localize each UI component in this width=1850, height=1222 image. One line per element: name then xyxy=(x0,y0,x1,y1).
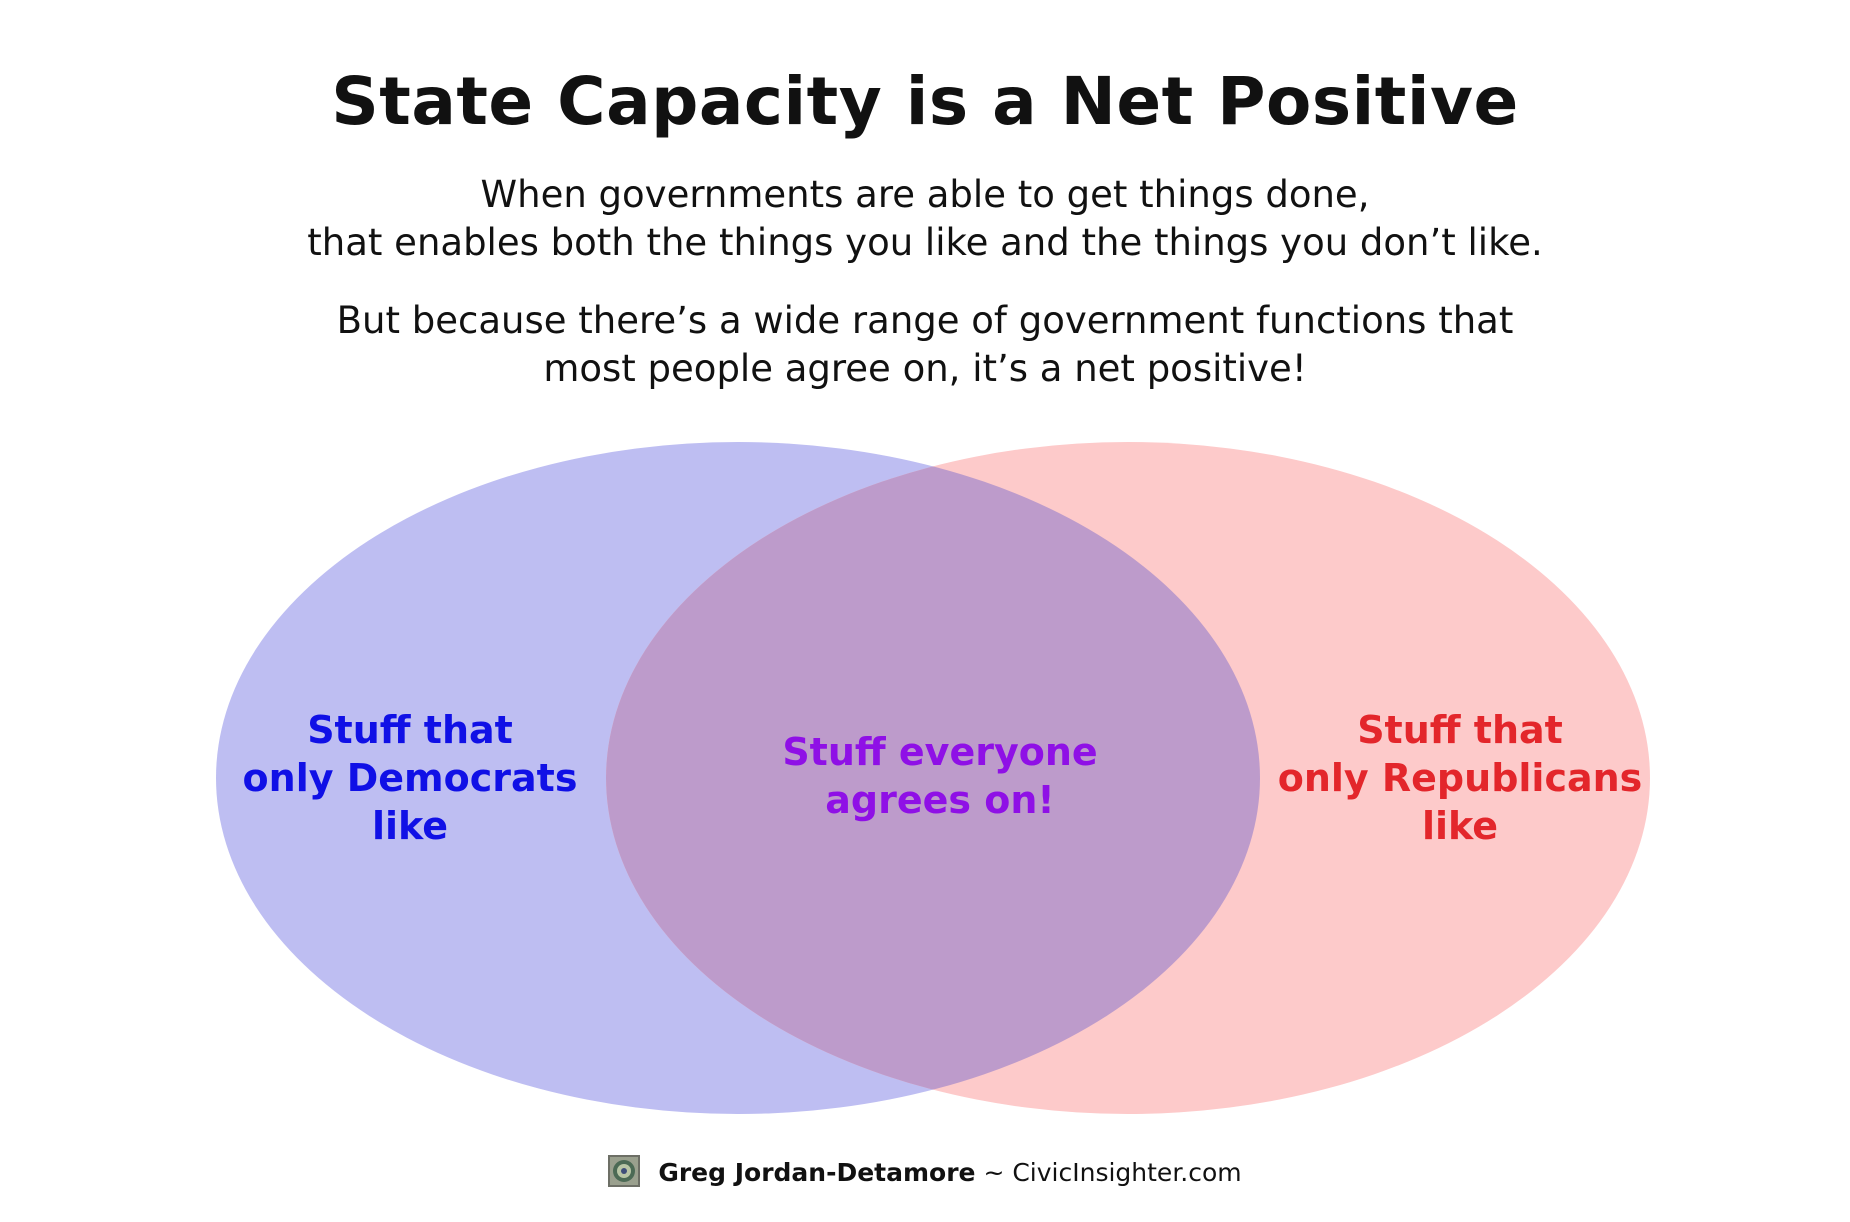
conclusion-paragraph: But because there’s a wide range of gove… xyxy=(0,297,1850,393)
site-link[interactable]: CivicInsighter.com xyxy=(1012,1158,1242,1187)
republicans-only-label: Stuff that only Republicans like xyxy=(1250,706,1670,850)
democrats-label-line-2: only Democrats xyxy=(242,756,578,800)
author-avatar-icon xyxy=(608,1155,641,1187)
democrats-only-label: Stuff that only Democrats like xyxy=(210,706,610,850)
intro-paragraph: When governments are able to get things … xyxy=(0,171,1850,267)
intro-line-1: When governments are able to get things … xyxy=(480,173,1370,216)
conclusion-line-1: But because there’s a wide range of gove… xyxy=(336,299,1514,342)
attribution-footer: Greg Jordan-Detamore ~ CivicInsighter.co… xyxy=(0,1155,1850,1191)
overlap-label-line-2: agrees on! xyxy=(825,778,1055,822)
everyone-agrees-label: Stuff everyone agrees on! xyxy=(740,728,1140,824)
overlap-label-line-1: Stuff everyone xyxy=(782,730,1098,774)
conclusion-line-2: most people agree on, it’s a net positiv… xyxy=(543,347,1307,390)
intro-line-2: that enables both the things you like an… xyxy=(307,221,1543,264)
republicans-label-line-1: Stuff that xyxy=(1357,708,1563,752)
author-name: Greg Jordan-Detamore xyxy=(658,1158,976,1187)
republicans-label-line-2: only Republicans xyxy=(1277,756,1643,800)
democrats-label-line-3: like xyxy=(371,804,449,848)
overlap-region xyxy=(606,442,1260,1114)
page-title: State Capacity is a Net Positive xyxy=(331,63,1519,140)
footer-separator: ~ xyxy=(975,1158,1013,1187)
republicans-label-line-3: like xyxy=(1421,804,1499,848)
democrats-label-line-1: Stuff that xyxy=(307,708,513,752)
